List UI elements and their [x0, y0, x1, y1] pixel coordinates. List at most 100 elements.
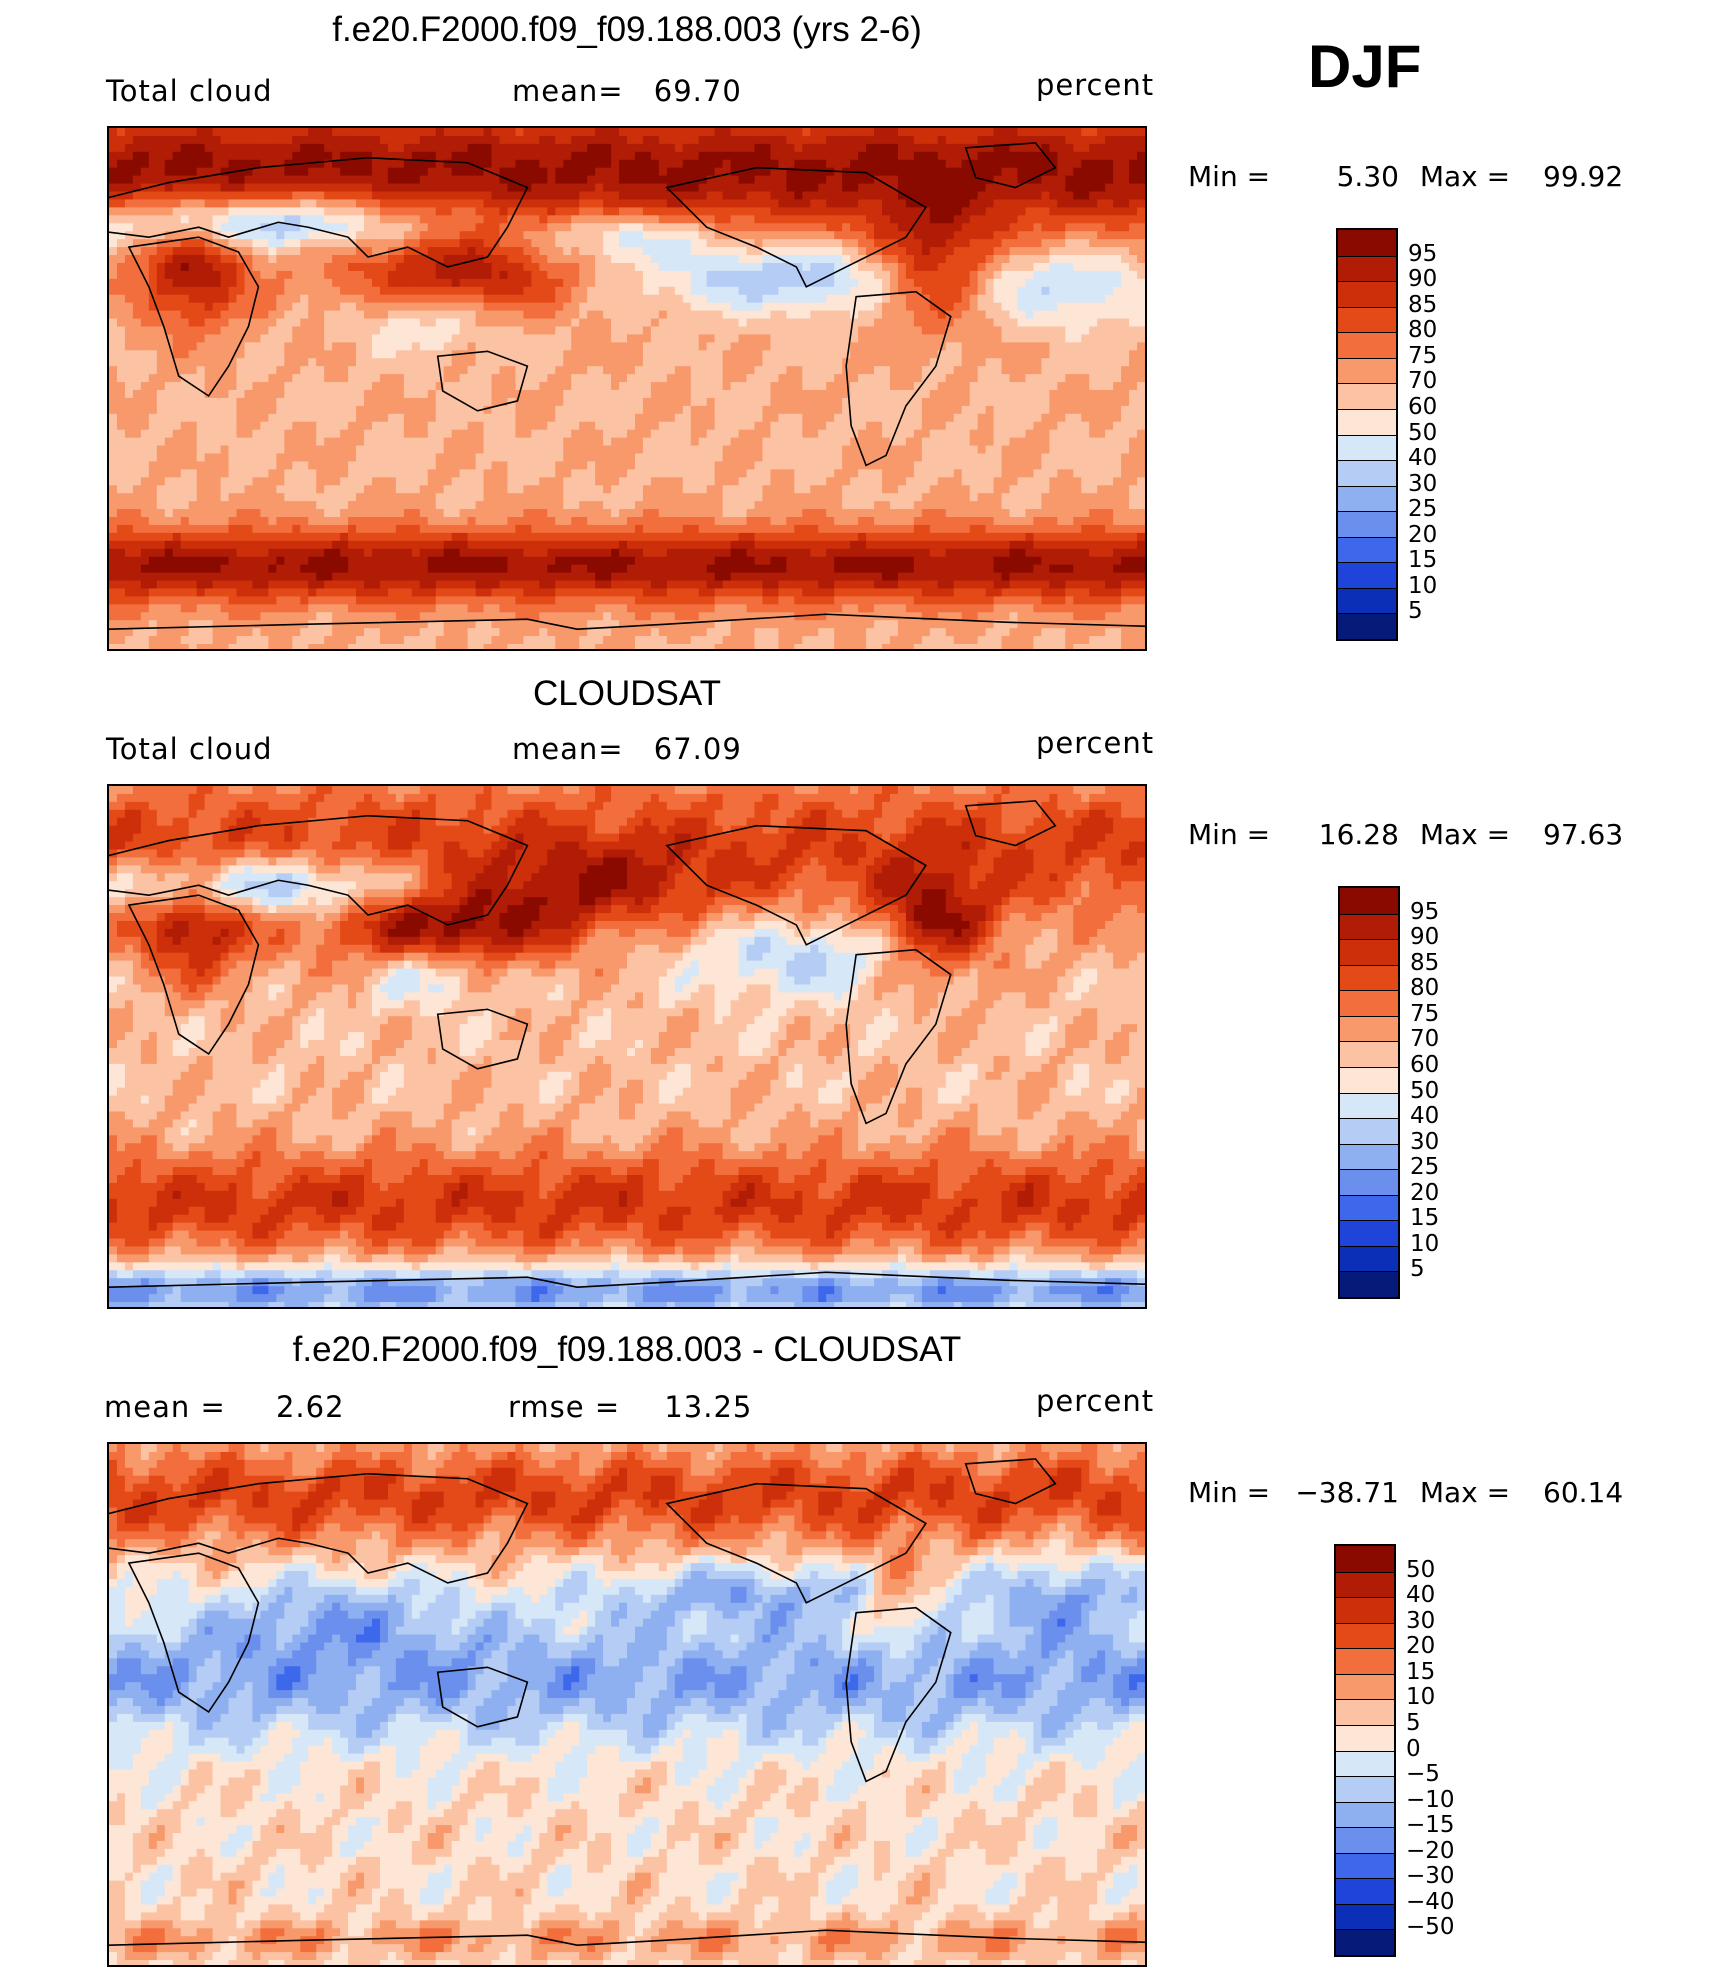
- colorbar-tick-label: 90: [1410, 926, 1439, 949]
- colorbar-swatch: [1340, 939, 1398, 965]
- min-value: −38.71: [1279, 1476, 1399, 1509]
- colorbar-swatch: [1336, 1878, 1394, 1904]
- colorbar-tick-label: 0: [1406, 1738, 1421, 1761]
- colorbar-swatch: [1340, 1067, 1398, 1093]
- colorbar-tick-label: 20: [1406, 1635, 1435, 1658]
- colorbar-tick-label: 85: [1408, 294, 1437, 317]
- colorbar-tick-label: 95: [1410, 901, 1439, 924]
- contour-fill: [109, 786, 1145, 1307]
- colorbar-swatch: [1336, 1725, 1394, 1751]
- max-label: Max =: [1420, 1476, 1510, 1509]
- colorbar-swatch: [1340, 1093, 1398, 1119]
- max-label: Max =: [1420, 160, 1510, 193]
- colorbar-tick-label: 60: [1410, 1054, 1439, 1077]
- colorbar-tick-label: −30: [1406, 1865, 1455, 1888]
- colorbar-swatch: [1338, 613, 1396, 639]
- colorbar-swatch: [1340, 965, 1398, 991]
- min-label: Min =: [1188, 160, 1270, 193]
- colorbar-swatch: [1340, 1016, 1398, 1042]
- colorbar-tick-label: 15: [1406, 1661, 1435, 1684]
- colorbar-tick-label: 10: [1410, 1233, 1439, 1256]
- map-diff: [107, 1442, 1147, 1967]
- colorbar-tick-label: 90: [1408, 268, 1437, 291]
- colorbar-swatch: [1338, 230, 1396, 256]
- mean-label: mean=: [512, 732, 624, 766]
- colorbar-tick-label: 30: [1410, 1131, 1439, 1154]
- colorbar-swatch: [1336, 1572, 1394, 1598]
- panel-title: f.e20.F2000.f09_f09.188.003 (yrs 2-6): [0, 10, 1254, 50]
- colorbar-swatch: [1338, 588, 1396, 614]
- colorbar-tick-label: 80: [1410, 977, 1439, 1000]
- colorbar-swatch: [1338, 409, 1396, 435]
- units-label: percent: [1036, 726, 1154, 760]
- colorbar-tick-label: 50: [1406, 1559, 1435, 1582]
- colorbar-diff: [1334, 1544, 1396, 1957]
- mean-value: 67.09: [654, 732, 742, 766]
- colorbar-swatch: [1336, 1699, 1394, 1725]
- units-label: percent: [1036, 68, 1154, 102]
- colorbar-tick-label: 30: [1408, 473, 1437, 496]
- colorbar-swatch: [1340, 1118, 1398, 1144]
- colorbar-tick-label: 5: [1406, 1712, 1421, 1735]
- colorbar-swatch: [1336, 1648, 1394, 1674]
- colorbar-swatch: [1338, 460, 1396, 486]
- colorbar-swatch: [1340, 888, 1398, 914]
- map-field: [109, 128, 1145, 649]
- colorbar-swatch: [1338, 332, 1396, 358]
- max-value: 97.63: [1543, 818, 1623, 851]
- mean-label: mean =: [104, 1390, 226, 1424]
- mean-value: 2.62: [276, 1390, 345, 1424]
- colorbar-tick-label: 40: [1410, 1105, 1439, 1128]
- colorbar-swatch: [1340, 990, 1398, 1016]
- colorbar-tick-label: −40: [1406, 1891, 1455, 1914]
- colorbar-tick-label: 5: [1410, 1258, 1425, 1281]
- colorbar-swatch: [1338, 307, 1396, 333]
- map-obs: [107, 784, 1147, 1309]
- max-value: 99.92: [1543, 160, 1623, 193]
- colorbar-swatch: [1340, 1169, 1398, 1195]
- colorbar-tick-label: 20: [1410, 1182, 1439, 1205]
- colorbar-tick-label: 5: [1408, 600, 1423, 623]
- colorbar-swatch: [1336, 1597, 1394, 1623]
- colorbar-tick-label: 70: [1408, 370, 1437, 393]
- max-value: 60.14: [1543, 1476, 1623, 1509]
- min-value: 16.28: [1279, 818, 1399, 851]
- colorbar-swatch: [1338, 486, 1396, 512]
- map-field: [109, 786, 1145, 1307]
- colorbar-swatch: [1336, 1929, 1394, 1955]
- colorbar-swatch: [1338, 383, 1396, 409]
- colorbar-swatch: [1340, 914, 1398, 940]
- colorbar-swatch: [1338, 511, 1396, 537]
- colorbar-tick-label: 75: [1410, 1003, 1439, 1026]
- colorbar-swatch: [1336, 1751, 1394, 1777]
- colorbar-tick-label: 25: [1408, 498, 1437, 521]
- colorbar-tick-label: 85: [1410, 952, 1439, 975]
- colorbar-swatch: [1338, 358, 1396, 384]
- colorbar-tick-label: 15: [1410, 1207, 1439, 1230]
- colorbar-tick-label: −15: [1406, 1814, 1455, 1837]
- colorbar-model: [1336, 228, 1398, 641]
- map-model: [107, 126, 1147, 651]
- min-value: 5.30: [1279, 160, 1399, 193]
- colorbar-swatch: [1340, 1195, 1398, 1221]
- mean-label: mean=: [512, 74, 624, 108]
- colorbar-tick-label: 40: [1406, 1584, 1435, 1607]
- max-label: Max =: [1420, 818, 1510, 851]
- colorbar-swatch: [1338, 435, 1396, 461]
- colorbar-swatch: [1336, 1776, 1394, 1802]
- colorbar-swatch: [1336, 1827, 1394, 1853]
- panel-title: CLOUDSAT: [0, 674, 1254, 714]
- panel-title: f.e20.F2000.f09_f09.188.003 - CLOUDSAT: [0, 1330, 1254, 1370]
- colorbar-tick-label: 60: [1408, 396, 1437, 419]
- colorbar-tick-label: 75: [1408, 345, 1437, 368]
- colorbar-swatch: [1340, 1220, 1398, 1246]
- rmse-label: rmse =: [508, 1390, 620, 1424]
- colorbar-swatch: [1338, 537, 1396, 563]
- colorbar-tick-label: −50: [1406, 1916, 1455, 1939]
- colorbar-swatch: [1338, 281, 1396, 307]
- colorbar-tick-label: 50: [1410, 1080, 1439, 1103]
- colorbar-swatch: [1336, 1674, 1394, 1700]
- colorbar-swatch: [1336, 1853, 1394, 1879]
- colorbar-tick-label: 20: [1408, 524, 1437, 547]
- colorbar-tick-label: 10: [1406, 1686, 1435, 1709]
